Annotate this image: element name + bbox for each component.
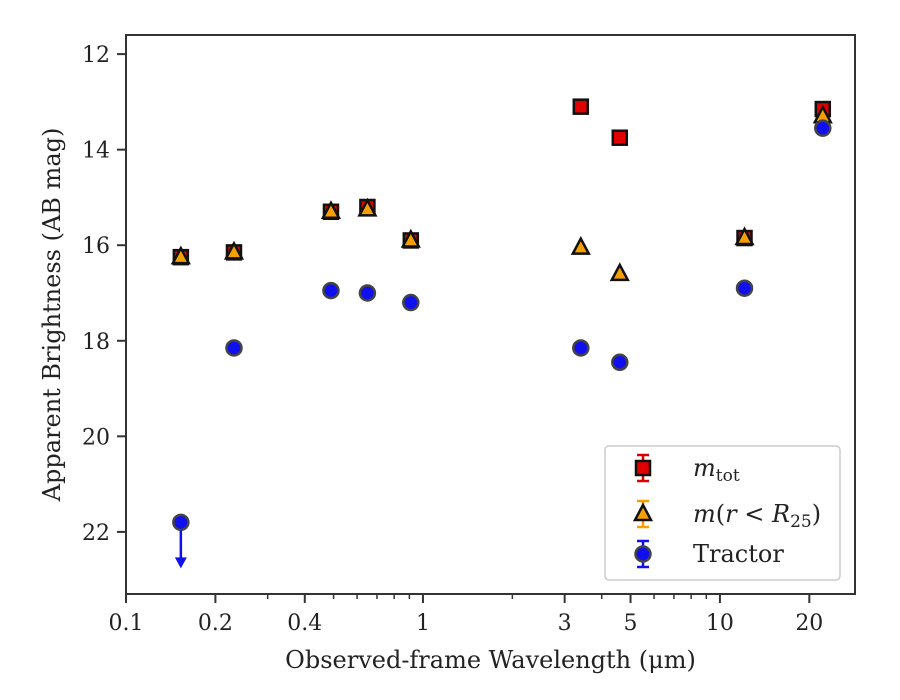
circle-point [358, 284, 377, 302]
circle-point [322, 281, 340, 300]
y-tick-label: 20 [82, 425, 110, 450]
triangle-point [223, 240, 245, 260]
circle-point [225, 339, 243, 357]
triangle-point [170, 245, 191, 265]
legend-square-icon [634, 459, 652, 477]
triangle-point [570, 235, 591, 255]
square-point [572, 98, 590, 115]
data-layer [170, 98, 833, 569]
x-tick-label: 10 [706, 611, 734, 636]
x-tick-label: 0.1 [109, 611, 144, 636]
circle-point [172, 513, 190, 532]
triangle-point [734, 226, 755, 246]
triangle-point [400, 228, 421, 248]
circle-point [735, 279, 754, 297]
legend-circle-icon [634, 545, 652, 563]
series-circle [172, 119, 832, 569]
legend-triangle-icon [632, 502, 654, 522]
legend-label: Tractor [693, 540, 784, 568]
axes: 0.1 0.2 0.4 1 3 5 10 20 12 14 16 18 20 22 Observed-fra… [38, 34, 856, 674]
plot-frame [125, 34, 856, 595]
circle-point [814, 119, 832, 137]
y-tick-label: 12 [82, 43, 110, 68]
legend-label: mtot [693, 454, 740, 486]
x-tick-label: 20 [795, 611, 823, 636]
y-tick-label: 22 [82, 521, 110, 546]
y-tick-label: 14 [82, 139, 110, 164]
y-tick-label: 18 [82, 330, 110, 355]
y-tick-label: 16 [82, 234, 110, 259]
legend: mtot m(r < R25) Tractor [604, 445, 841, 581]
x-tick-label: 0.2 [198, 611, 233, 636]
circle-point [611, 353, 629, 372]
legend-label: m(r < R25) [693, 500, 821, 532]
x-tick-label: 0.4 [287, 611, 322, 636]
series-square [172, 98, 832, 266]
series-triangle [170, 104, 833, 282]
x-tick-label: 3 [558, 611, 572, 636]
legend-box [604, 445, 841, 581]
upper-limit-arrow-head [174, 557, 187, 569]
triangle-point [609, 262, 630, 282]
triangle-point [320, 200, 342, 220]
x-tick-label: 5 [624, 611, 638, 636]
square-point [611, 129, 629, 146]
circle-point [402, 293, 420, 312]
circle-point [572, 339, 590, 357]
triangle-point [357, 197, 378, 217]
x-tick-label: 1 [416, 611, 430, 636]
x-axis-label: Observed-frame Wavelength (μm) [285, 646, 696, 674]
y-axis-label: Apparent Brightness (AB mag) [38, 128, 66, 503]
